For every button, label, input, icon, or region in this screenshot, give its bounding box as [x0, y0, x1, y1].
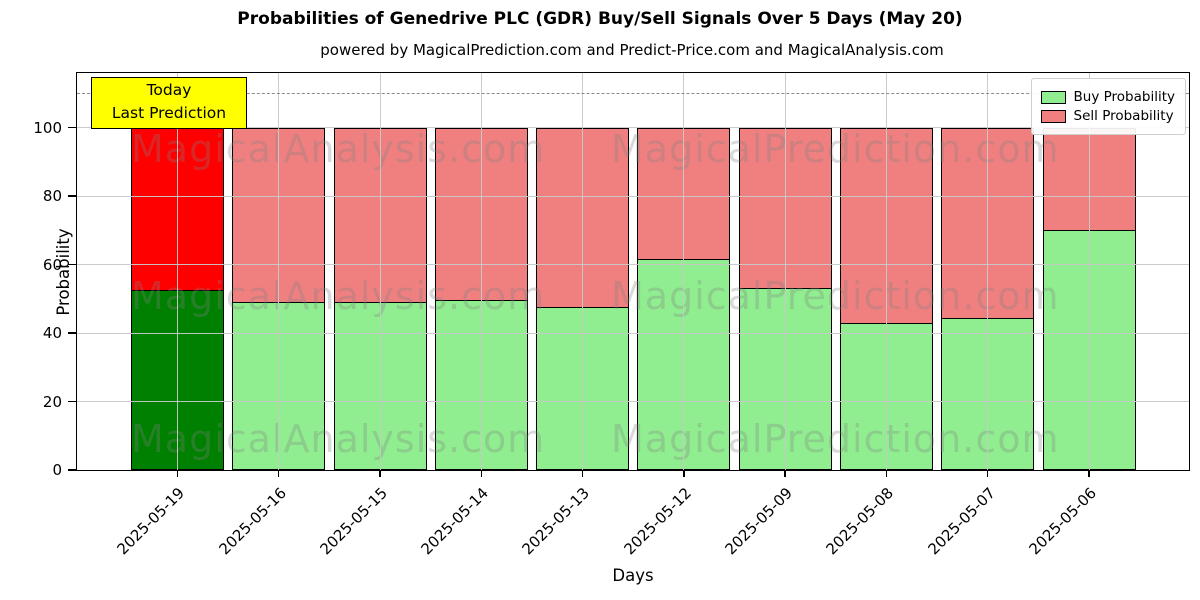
x-axis-label: Days: [612, 566, 654, 585]
x-tick-mark: [784, 471, 786, 477]
x-tick-label: 2025-05-16: [215, 484, 290, 559]
today-annotation: Today Last Prediction: [91, 77, 247, 129]
plot-area: MagicalAnalysis.com MagicalPrediction.com…: [33, 72, 1190, 585]
y-tick-label: 40: [42, 324, 62, 342]
x-tick-mark: [379, 471, 381, 477]
legend: Buy Probability Sell Probability: [1030, 78, 1186, 135]
chart-subtitle: powered by MagicalPrediction.com and Pre…: [320, 41, 944, 59]
x-tick-mark: [278, 471, 280, 477]
x-tick-label: 2025-05-13: [518, 484, 594, 559]
legend-item: Buy Probability: [1040, 89, 1175, 105]
y-tick-mark: [68, 126, 77, 129]
x-tick-label: 2025-05-12: [620, 484, 695, 559]
x-tick-label: 2025-05-06: [1025, 484, 1100, 559]
x-tick-label: 2025-05-07: [924, 484, 999, 559]
legend-item: Sell Probability: [1040, 108, 1175, 124]
y-tick-mark: [68, 263, 77, 266]
today-annotation-line1: Today: [146, 81, 192, 99]
watermark-text: MagicalPrediction.com: [611, 274, 1060, 318]
x-tick-label: 2025-05-19: [113, 484, 189, 559]
chart-title: Probabilities of Genedrive PLC (GDR) Buy…: [237, 9, 963, 29]
x-tick-mark: [581, 471, 584, 477]
buy-legend-swatch: [1040, 90, 1066, 104]
watermark-text: MagicalAnalysis.com: [131, 127, 546, 171]
watermark-text: MagicalAnalysis.com: [131, 417, 546, 461]
y-tick-mark: [68, 469, 77, 471]
x-tick-mark: [683, 471, 685, 477]
x-tick-label: 2025-05-08: [822, 484, 898, 559]
x-tick-mark: [480, 471, 483, 477]
x-tick-mark: [176, 471, 179, 477]
y-tick-label: 80: [42, 187, 62, 205]
x-tick-mark: [987, 471, 989, 477]
x-tick-label: 2025-05-14: [417, 484, 493, 559]
x-tick-label: 2025-05-09: [721, 484, 796, 559]
legend-item-label: Buy Probability: [1073, 89, 1175, 105]
y-tick-label: 0: [52, 461, 62, 479]
y-tick-mark: [68, 195, 77, 197]
threshold-dashed-line: [77, 93, 1189, 95]
x-tick-mark: [1088, 471, 1090, 477]
sell-legend-swatch: [1040, 109, 1066, 123]
x-tick-label: 2025-05-15: [316, 484, 391, 559]
watermark-text: MagicalAnalysis.com: [131, 274, 546, 318]
y-tick-mark: [68, 332, 77, 334]
today-annotation-line2: Last Prediction: [111, 104, 227, 123]
watermark-text: MagicalPrediction.com: [611, 417, 1060, 461]
y-tick-label: 20: [42, 392, 62, 411]
y-tick-label: 60: [42, 255, 62, 274]
y-tick-mark: [68, 400, 77, 403]
x-tick-mark: [885, 471, 888, 477]
watermark-text: MagicalPrediction.com: [611, 127, 1060, 171]
legend-item-label: Sell Probability: [1073, 108, 1174, 124]
y-axis-label: Probability: [54, 227, 74, 316]
watermark-layer: MagicalAnalysis.com MagicalPrediction.com…: [77, 73, 1189, 470]
y-tick-label: 100: [33, 118, 62, 137]
